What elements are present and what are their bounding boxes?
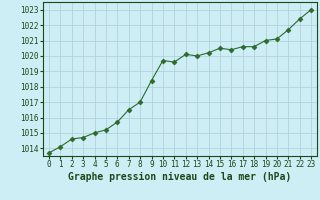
X-axis label: Graphe pression niveau de la mer (hPa): Graphe pression niveau de la mer (hPa): [68, 172, 292, 182]
